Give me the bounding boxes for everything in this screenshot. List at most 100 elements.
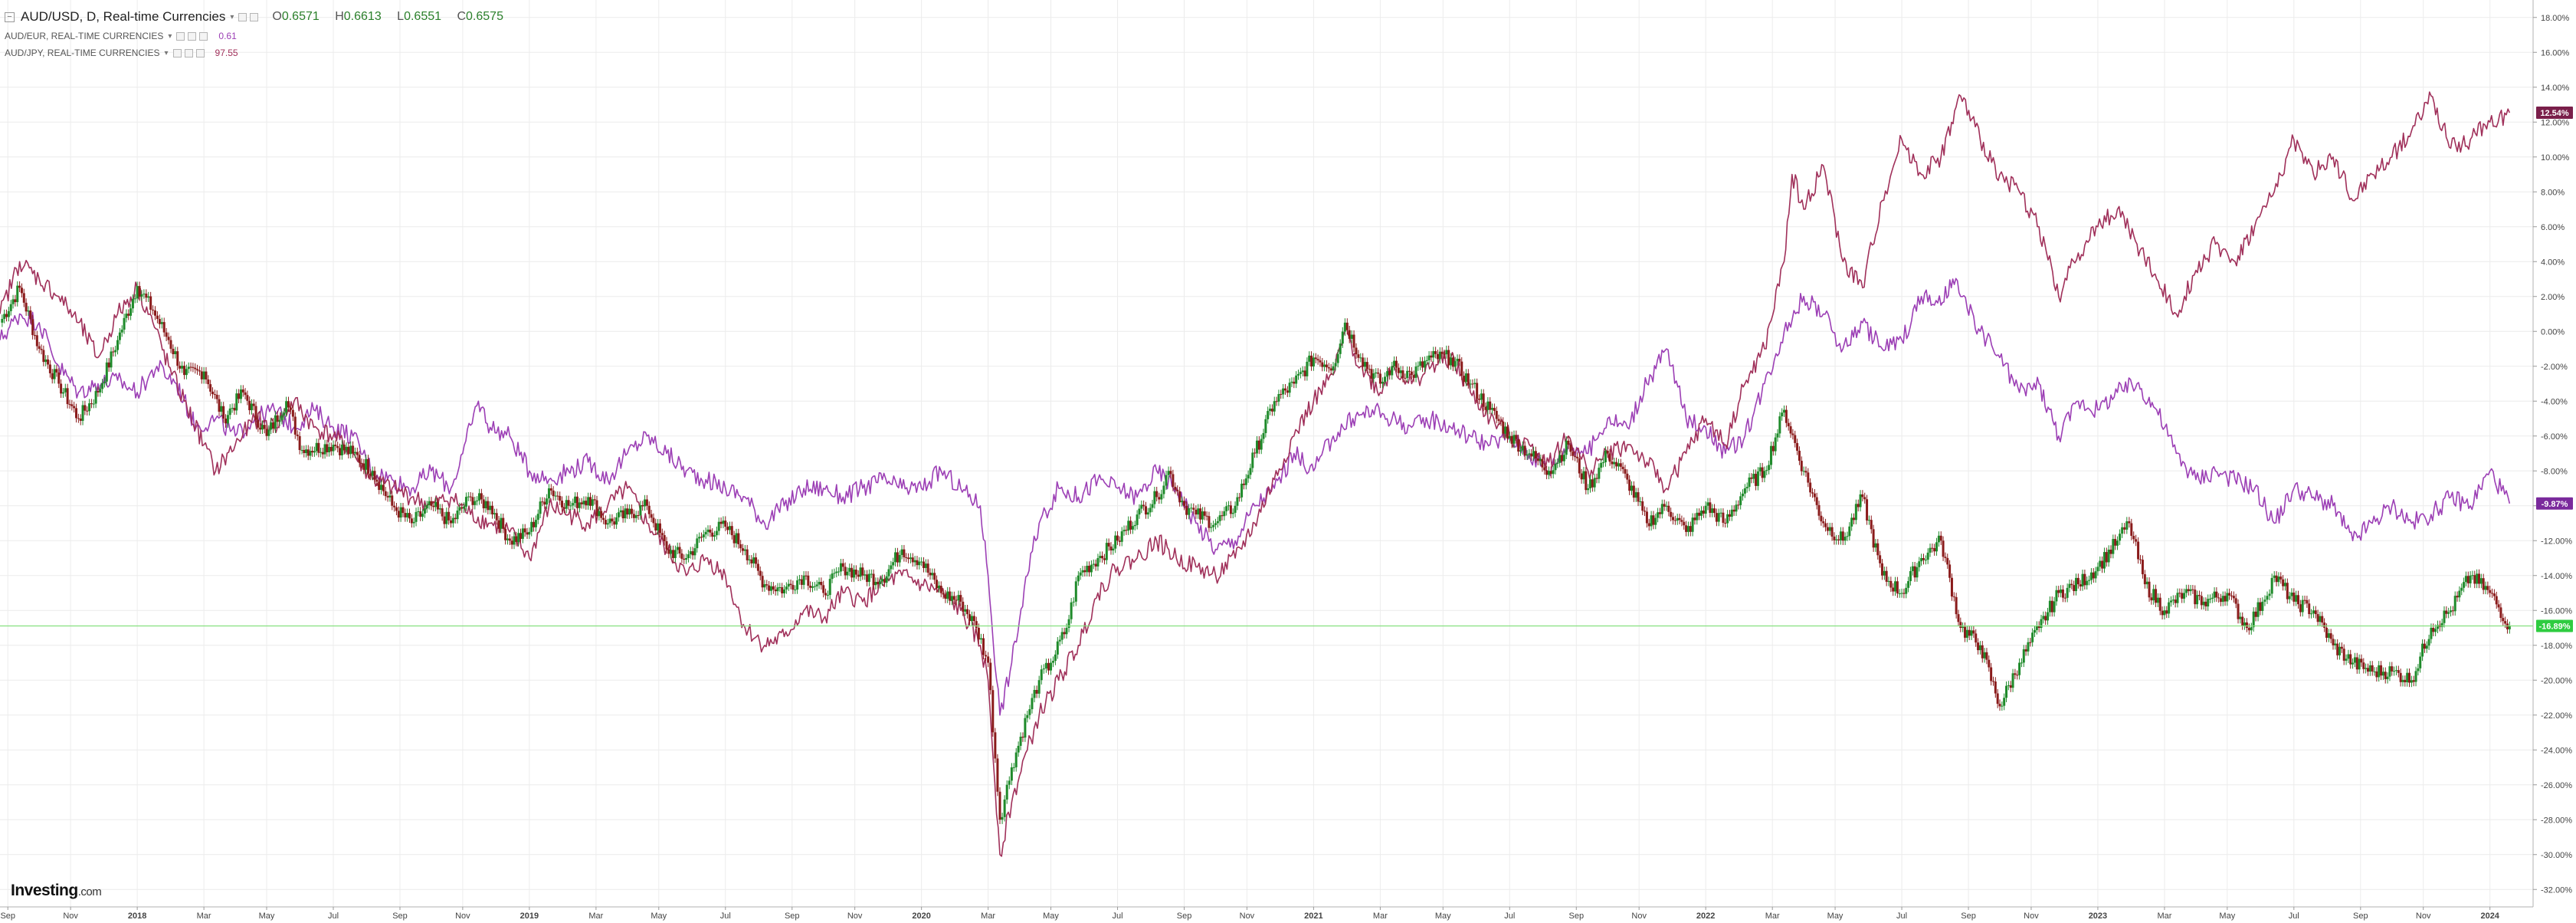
- candle-body: [2427, 639, 2430, 646]
- candle-body: [1706, 502, 1709, 506]
- candle-body: [913, 560, 916, 563]
- candle-body: [205, 371, 208, 380]
- comparison-row-aud-eur[interactable]: AUD/EUR, REAL-TIME CURRENCIES ▾ 0.61: [5, 28, 516, 44]
- candle-body: [2014, 673, 2017, 675]
- remove-icon[interactable]: [199, 31, 208, 41]
- candle-body: [192, 366, 195, 368]
- candle-body: [2458, 590, 2461, 598]
- candle-body: [1964, 626, 1967, 638]
- high-value: 0.6613: [343, 10, 382, 23]
- candle-body: [14, 299, 17, 303]
- candle-body: [2221, 596, 2224, 603]
- candle-body: [2290, 592, 2293, 596]
- candle-body: [2506, 623, 2509, 629]
- candle-body: [202, 371, 205, 379]
- candle-body: [1549, 471, 1552, 475]
- candle-body: [1854, 504, 1857, 521]
- candle-body: [167, 337, 170, 340]
- candle-body: [964, 609, 967, 612]
- candle-body: [2434, 629, 2437, 632]
- y-tick-label: 18.00%: [2541, 14, 2570, 23]
- candle-body: [621, 510, 624, 519]
- candle-body: [985, 655, 988, 657]
- candle-body: [1887, 580, 1890, 582]
- candle-body: [1060, 632, 1064, 640]
- visibility-toggle-icon[interactable]: [172, 48, 182, 57]
- candle-body: [2200, 596, 2203, 606]
- candle-body: [1561, 455, 1564, 462]
- candle-body: [336, 445, 339, 448]
- candle-body: [1822, 521, 1825, 524]
- candle-body: [16, 285, 19, 303]
- candle-body: [2035, 626, 2038, 630]
- candle-body: [1010, 767, 1013, 781]
- candle-body: [1515, 435, 1518, 439]
- candle-body: [445, 511, 448, 524]
- settings-icon[interactable]: [188, 31, 197, 41]
- candle-body: [1099, 556, 1102, 558]
- candle-body: [1929, 547, 1932, 553]
- candle-body: [1504, 426, 1507, 434]
- candle-body: [1937, 535, 1940, 543]
- candle-body: [2476, 573, 2479, 584]
- candle-body: [200, 371, 203, 379]
- candle-body: [1750, 477, 1753, 479]
- grid-lines: [0, 0, 2533, 907]
- candle-body: [1565, 440, 1568, 455]
- candle-body: [2226, 593, 2229, 602]
- visibility-toggle-icon[interactable]: [238, 12, 247, 21]
- candle-body: [47, 359, 50, 365]
- candle-body: [1724, 522, 1727, 524]
- candle-body: [1033, 690, 1036, 698]
- candle-body: [1050, 662, 1053, 671]
- candle-body: [949, 591, 952, 601]
- chevron-down-icon[interactable]: ▾: [164, 48, 169, 57]
- candle-body: [1615, 462, 1618, 467]
- candle-body: [347, 446, 350, 455]
- chevron-down-icon[interactable]: ▾: [230, 12, 234, 21]
- candle-body: [737, 533, 740, 544]
- candle-body: [1785, 409, 1788, 423]
- comparison-row-aud-jpy[interactable]: AUD/JPY, REAL-TIME CURRENCIES ▾ 97.55: [5, 44, 516, 61]
- candle-body: [1028, 709, 1031, 715]
- candle-body: [1153, 491, 1156, 504]
- settings-icon[interactable]: [184, 48, 193, 57]
- candle-body: [165, 332, 168, 337]
- collapse-legend-icon[interactable]: −: [5, 11, 15, 22]
- candle-body: [2020, 662, 2023, 664]
- x-tick-label: Sep: [2353, 912, 2368, 921]
- settings-icon[interactable]: [250, 12, 259, 21]
- y-tick-label: -16.00%: [2541, 606, 2572, 616]
- candle-body: [952, 596, 955, 600]
- candle-body: [2141, 560, 2144, 575]
- candle-body: [103, 381, 106, 383]
- chevron-down-icon[interactable]: ▾: [168, 31, 172, 41]
- candle-body: [822, 585, 825, 593]
- candle-body: [562, 507, 565, 509]
- candle-body: [1639, 501, 1642, 502]
- candle-body: [730, 526, 733, 536]
- candle-body: [2042, 616, 2045, 619]
- candle-body: [2040, 619, 2043, 628]
- candle-body: [2187, 589, 2190, 592]
- candle-body: [474, 501, 477, 505]
- candle-body: [1667, 505, 1670, 512]
- candle-body: [1480, 393, 1483, 400]
- candle-body: [2184, 589, 2188, 593]
- main-symbol-row[interactable]: − AUD/USD, D, Real-time Currencies ▾ O0.…: [5, 6, 516, 28]
- remove-icon[interactable]: [195, 48, 205, 57]
- candle-body: [1774, 437, 1777, 452]
- candle-body: [92, 403, 95, 405]
- candle-body: [543, 501, 546, 505]
- candle-body: [2417, 668, 2420, 672]
- candle-body: [1216, 521, 1219, 524]
- candle-body: [1907, 581, 1910, 588]
- candle-body: [2116, 540, 2119, 546]
- candle-body: [340, 444, 343, 455]
- candle-body: [1447, 350, 1450, 366]
- candle-body: [1645, 511, 1648, 524]
- candle-body: [1946, 557, 1949, 565]
- logo-brand: Investing: [11, 882, 78, 899]
- visibility-toggle-icon[interactable]: [176, 31, 185, 41]
